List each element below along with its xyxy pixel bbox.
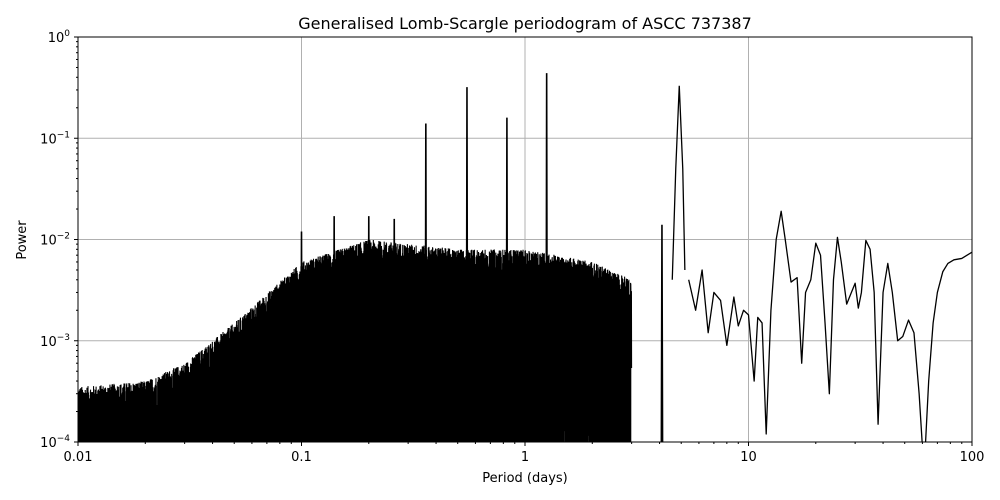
x-tick-label: 0.01 — [64, 450, 93, 465]
x-axis-label: Period (days) — [482, 471, 568, 486]
y-tick-label: 10−2 — [40, 232, 70, 249]
y-tick-label: 10−1 — [40, 130, 70, 147]
power-series-line — [78, 73, 972, 442]
x-tick-label: 100 — [960, 450, 985, 465]
chart-title: Generalised Lomb-Scargle periodogram of … — [298, 14, 752, 33]
y-axis-label: Power — [15, 220, 30, 260]
y-tick-label: 10−3 — [40, 333, 70, 350]
x-axis-ticks: 0.01 0.1 1 10 100 — [64, 442, 985, 465]
plot-area — [78, 73, 972, 442]
x-tick-label: 1 — [521, 450, 529, 465]
y-tick-label: 100 — [48, 29, 71, 46]
y-tick-label: 10−4 — [40, 434, 70, 451]
y-axis-ticks: 100 10−1 10−2 10−3 10−4 — [40, 29, 78, 451]
x-tick-label: 0.1 — [291, 450, 312, 465]
x-tick-label: 10 — [740, 450, 757, 465]
